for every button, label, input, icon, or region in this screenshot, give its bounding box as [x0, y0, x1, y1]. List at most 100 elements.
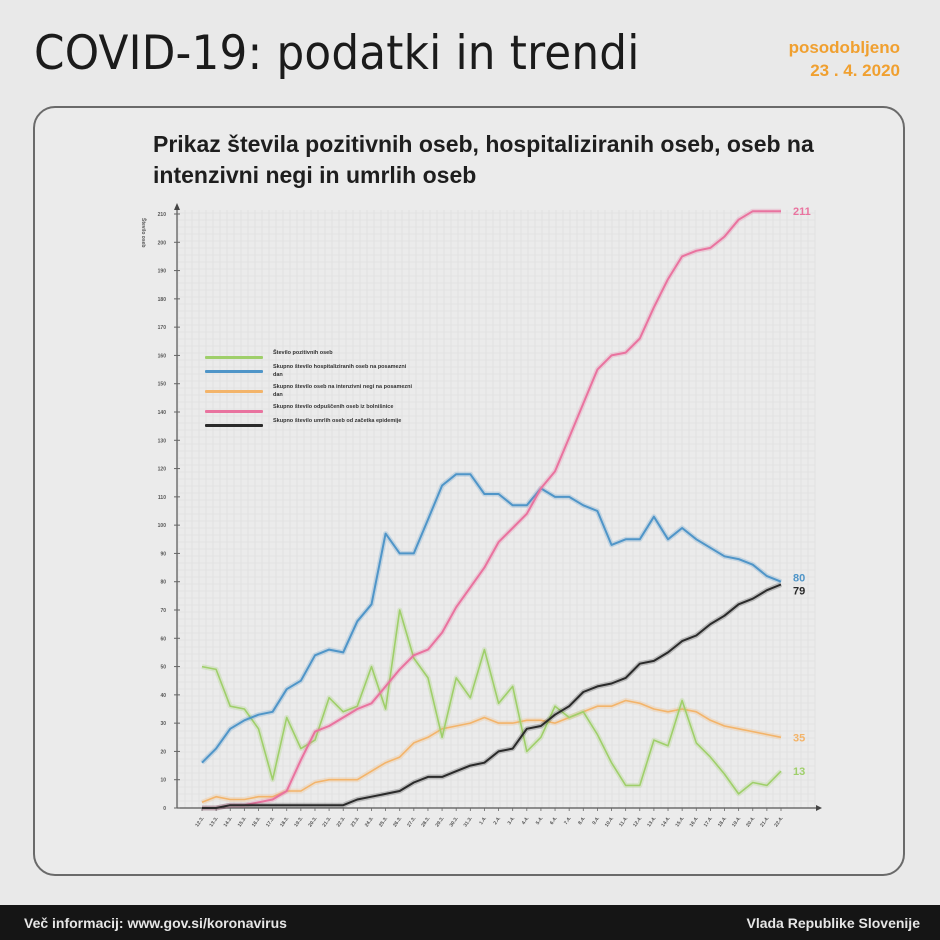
x-tick-label: 12.4.	[632, 815, 644, 828]
y-tick-label: 190	[158, 269, 167, 275]
updated-label: posodobljeno	[788, 38, 900, 57]
y-tick-label: 170	[158, 325, 167, 331]
legend-item-deaths: Skupno število umrlih oseb od začetka ep…	[205, 418, 415, 427]
x-tick-label: 18.3.	[279, 815, 291, 828]
x-tick-label: 2.4.	[492, 815, 502, 826]
x-tick-label: 21.4.	[759, 815, 771, 828]
x-tick-label: 14.4.	[660, 815, 672, 828]
y-tick-label: 100	[158, 523, 167, 529]
x-tick-label: 27.3.	[406, 815, 418, 828]
x-tick-label: 3.4.	[507, 815, 517, 826]
y-tick-label: 10	[160, 778, 166, 784]
end-label-discharged: 211	[793, 206, 811, 218]
x-tick-label: 11.4.	[618, 815, 629, 828]
chart-grid	[177, 210, 816, 809]
x-tick-label: 23.3.	[350, 815, 362, 828]
x-tick-label: 20.3.	[307, 815, 319, 828]
x-tick-label: 28.3.	[420, 815, 432, 828]
legend-label: Skupno število umrlih oseb od začetka ep…	[273, 418, 402, 424]
end-label-deaths: 79	[793, 586, 805, 598]
x-tick-label: 16.4.	[689, 815, 701, 828]
y-tick-label: 90	[160, 551, 166, 557]
x-tick-label: 8.4.	[577, 815, 587, 826]
legend-label: Število pozitivnih oseb	[273, 350, 333, 356]
x-tick-label: 21.3.	[321, 815, 333, 828]
legend-label: Skupno število oseb na intenzivni negi n…	[273, 384, 413, 398]
legend-swatch	[205, 424, 263, 427]
x-tick-label: 15.4.	[674, 815, 686, 828]
y-tick-label: 160	[158, 353, 167, 359]
x-tick-label: 1.4.	[478, 815, 488, 826]
x-tick-label: 22.4.	[773, 815, 785, 828]
chart-series-lines	[200, 208, 783, 811]
y-axis-tick-labels: 0 10 20 30 40 50 60 70 80 90 100 110 120 130 140 150 160…	[140, 212, 166, 812]
y-tick-label: 30	[160, 721, 166, 727]
x-tick-label: 15.3.	[237, 815, 249, 828]
legend-item-icu: Skupno število oseb na intenzivni negi n…	[205, 384, 415, 399]
x-tick-label: 19.4.	[731, 815, 743, 828]
chart-axes	[174, 203, 822, 811]
x-tick-label: 16.3.	[251, 815, 263, 828]
end-label-hospitalized: 80	[793, 573, 805, 585]
y-tick-label: 150	[158, 382, 167, 388]
y-tick-label: 110	[158, 495, 166, 501]
chart-title: Prikaz števila pozitivnih oseb, hospital…	[153, 131, 814, 188]
x-tick-label: 31.3.	[463, 815, 475, 828]
end-label-positive: 13	[793, 766, 805, 778]
legend-item-positive: Število pozitivnih oseb	[205, 350, 415, 359]
x-tick-label: 14.3.	[223, 815, 235, 828]
y-tick-label: 20	[160, 749, 166, 755]
x-tick-label: 18.4.	[717, 815, 729, 828]
x-tick-label: 12.3.	[194, 815, 206, 828]
series-line-deaths	[202, 583, 782, 809]
x-tick-label: 9.4.	[591, 815, 601, 826]
x-tick-label: 13.3.	[208, 815, 220, 828]
legend-swatch	[205, 410, 263, 413]
y-tick-label: 40	[160, 693, 166, 699]
legend-item-discharged: Skupno število odpuščenih oseb iz bolniš…	[205, 404, 415, 413]
updated-date: 23 . 4. 2020	[810, 61, 900, 80]
x-tick-label: 26.3.	[392, 815, 404, 828]
chart-card	[33, 106, 905, 876]
y-tick-label: 210	[158, 212, 167, 218]
x-tick-label: 20.4.	[745, 815, 757, 828]
y-tick-label: 50	[160, 665, 166, 671]
page-title: COVID-19: podatki in trendi	[34, 26, 640, 81]
y-tick-label: 180	[158, 297, 167, 303]
x-tick-label: 22.3.	[336, 815, 348, 828]
y-tick-label: 130	[158, 438, 167, 444]
x-tick-label: 29.3.	[434, 815, 446, 828]
legend-item-hospitalized: Skupno število hospitaliziranih oseb na …	[205, 364, 415, 379]
x-tick-label: 4.4.	[521, 815, 531, 826]
series-end-labels: 13 80 35 211 79	[793, 206, 811, 778]
x-tick-label: 19.3.	[293, 815, 305, 828]
y-tick-label: 80	[160, 580, 166, 586]
legend-swatch	[205, 390, 263, 393]
x-axis-arrow-icon	[816, 805, 822, 811]
publisher-label: Vlada Republike Slovenije	[746, 915, 920, 931]
x-tick-label: 10.4.	[604, 815, 616, 828]
y-tick-label: 70	[160, 608, 166, 614]
legend-swatch	[205, 356, 263, 359]
legend-label: Skupno število hospitaliziranih oseb na …	[273, 364, 407, 378]
legend-swatch	[205, 370, 263, 373]
x-tick-label: 17.4.	[703, 815, 715, 828]
legend-label: Skupno število odpuščenih oseb iz bolniš…	[273, 404, 394, 410]
x-tick-label: 13.4.	[646, 815, 658, 828]
y-axis-arrow-icon	[174, 203, 180, 210]
y-axis-title: Število oseb	[140, 218, 148, 247]
footer-bar: Več informacij: www.gov.si/koronavirus V…	[0, 905, 940, 940]
x-tick-label: 6.4.	[549, 815, 559, 826]
series-line-positive	[201, 609, 782, 795]
x-axis-tick-labels: 12.3. 13.3. 14.3. 15.3. 16.3. 17.3. 18.3. 19.3.…	[194, 815, 785, 828]
series-line-hospitalized	[201, 473, 782, 764]
end-label-icu: 35	[793, 732, 805, 744]
x-tick-label: 24.3.	[364, 815, 376, 828]
x-tick-label: 25.3.	[378, 815, 390, 828]
series-line-discharged	[202, 210, 781, 809]
y-tick-label: 120	[158, 467, 167, 473]
x-tick-label: 7.4.	[563, 815, 573, 826]
more-info-link[interactable]: Več informacij: www.gov.si/koronavirus	[24, 915, 287, 931]
y-tick-label: 140	[158, 410, 167, 416]
